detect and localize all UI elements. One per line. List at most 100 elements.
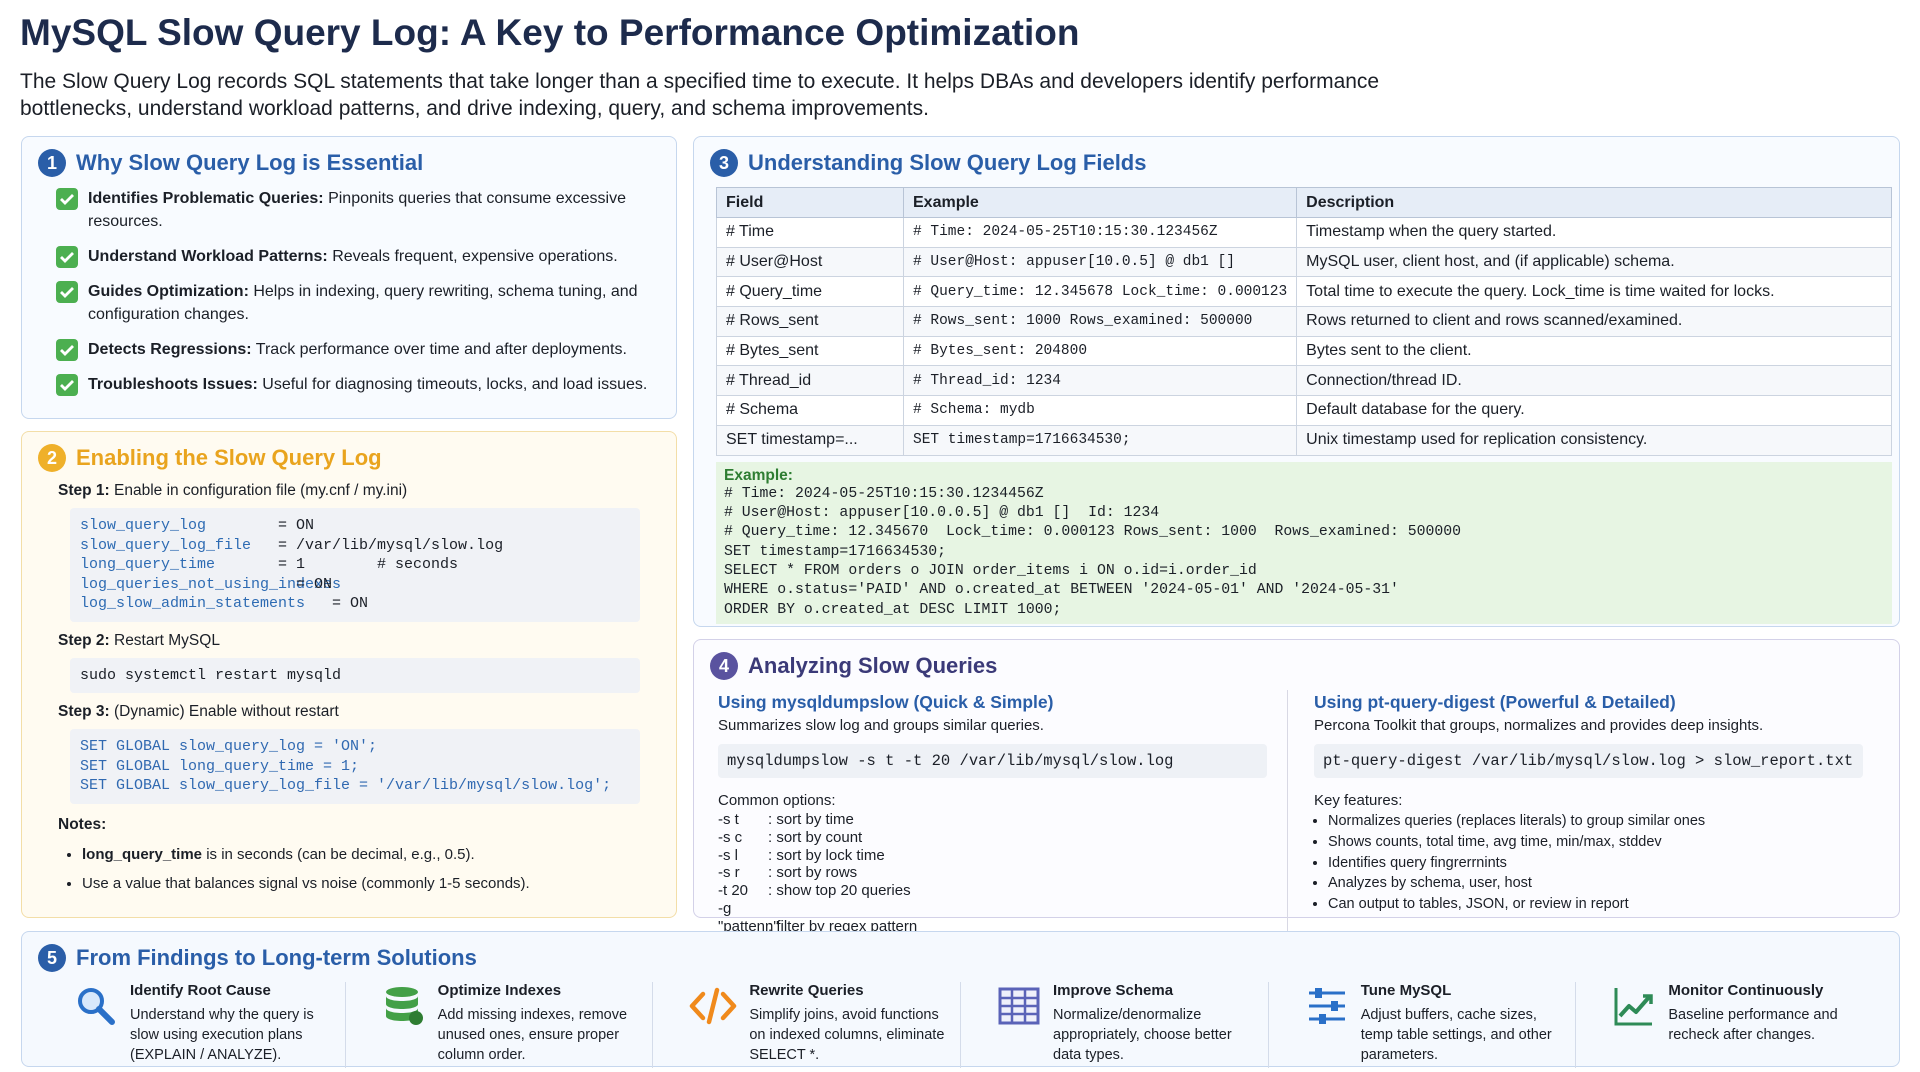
notes-title: Notes:: [58, 815, 107, 833]
config-key: slow_query_log_file: [80, 536, 252, 554]
card-title: Identify Root Cause: [130, 982, 271, 999]
card-title: Rewrite Queries: [749, 982, 864, 999]
column-header: Description: [1296, 187, 1892, 218]
panel-analyze: 4 Analyzing Slow Queries Using mysqldumpsl…: [693, 639, 1900, 936]
step-text: Enable in configuration file (my.cnf / m…: [109, 482, 408, 499]
text: Useful for diagnosing timeouts, locks, a…: [257, 376, 648, 393]
table-cell: Rows returned to client and rows scanned…: [1296, 306, 1892, 337]
icon-table: [998, 987, 1040, 1025]
section-number: 1: [38, 149, 66, 177]
feature: Identifies query fingrerrnints: [1328, 853, 1873, 874]
column: Using mysqldumpslow (Quick & Simple) Summ…: [710, 690, 1287, 936]
example-label: Example:: [724, 466, 793, 484]
step-label: Step 1:: [58, 482, 110, 499]
table-cell: # Time: 2024-05-25T10:15:30.123456Z: [902, 217, 1298, 248]
table-cell: # Thread_id: [716, 365, 904, 397]
section-number: 3: [710, 149, 738, 177]
section-title: Analyzing Slow Queries: [748, 653, 998, 678]
option: -g "pattenn": filter by regex pattern: [718, 900, 1277, 936]
icon-sliders: [1308, 988, 1345, 1024]
table-cell: # Schema: mydb: [902, 395, 1298, 426]
table-row: # Bytes_sent # Bytes_sent: 204800 Bytes se…: [716, 335, 1892, 367]
example-line: WHERE o.status='PAID' AND o.created_at B…: [724, 582, 1399, 599]
card-text: Understand why the query is slow using e…: [130, 1007, 314, 1063]
card-title: Optimize Indexes: [437, 982, 562, 999]
section-title: Enabling the Slow Query Log: [76, 445, 382, 470]
option-flag: -s l: [718, 846, 738, 864]
code-line: log_queries_not_using_indexes = ON: [80, 575, 630, 595]
table-row: # Schema # Schema: mydb Default database f…: [716, 395, 1892, 426]
bold-text: Understand Workload Patterns:: [88, 248, 328, 265]
column-title: Using mysqldumpslow (Quick & Simple): [718, 692, 1054, 712]
panel-header: 3 Understanding Slow Query Log Fields: [710, 145, 1883, 181]
check-item: Troubleshoots Issues: Useful for diagnos…: [56, 373, 660, 396]
step-label: Step 3:: [58, 703, 110, 720]
check: [60, 287, 74, 298]
check-item: Detects Regressions: Track performance o…: [56, 338, 660, 361]
column-title: Using pt-query-digest (Powerful & Detail…: [1314, 692, 1676, 712]
code-line: slow_query_log_file = /var/lib/mysql/slow…: [80, 536, 630, 556]
section-number: 5: [38, 944, 66, 972]
cards: Identify Root Cause Understand why the qu…: [38, 982, 1883, 1068]
card-text: Normalize/denormalize appropriately, cho…: [1053, 1007, 1232, 1063]
example-line: # Time: 2024-05-25T10:15:30.1234456Z: [724, 485, 1044, 502]
title: MySQL Slow Query Log: A Key to Performan…: [20, 12, 1080, 53]
config-key: log_slow_admin_statements: [80, 595, 306, 612]
text: Helps in indexing, query rewriting, sche…: [88, 283, 638, 323]
step-text: (Dynamic) Enable without restart: [109, 703, 339, 720]
card: Improve Schema Normalize/denormalize appr…: [960, 982, 1268, 1068]
table-row: # Rows_sent # Rows_sent: 1000 Rows_examin…: [716, 306, 1892, 337]
option-text: : filter by regex pattern: [768, 917, 918, 935]
table-cell: # User@Host: [716, 246, 904, 278]
item-text: Troubleshoots Issues: Useful for diagnos…: [88, 373, 647, 396]
section-number: 2: [38, 444, 66, 472]
code-line: log_slow_admin_statements = ON: [80, 594, 630, 614]
column-header: Field: [716, 187, 904, 218]
option-flag: -s c: [718, 828, 743, 846]
card-text: Simplify joins, avoid functions on index…: [749, 1007, 945, 1063]
table-row: # Time # Time: 2024-05-25T10:15:30.123456…: [716, 217, 1892, 248]
table-cell: MySQL user, client host, and (if applica…: [1296, 246, 1892, 278]
check: [60, 252, 74, 263]
check: [60, 380, 74, 391]
text: Use a value that balances signal vs nois…: [82, 874, 530, 892]
icon-chart: [1614, 988, 1654, 1026]
code-block: SET GLOBAL slow_query_log = 'ON'; SET GLO…: [70, 729, 640, 804]
bold-text: Guides Optimization:: [88, 283, 249, 300]
panel-header: 4 Analyzing Slow Queries: [710, 648, 1883, 684]
option-text: : sort by count: [768, 828, 863, 846]
table-row: # Thread_id # Thread_id: 1234 Connection/t…: [716, 365, 1892, 397]
panel-header: 1 Why Slow Query Log is Essential: [38, 145, 660, 181]
fields-table: Field Example Description # Time # Time: 202…: [716, 187, 1892, 456]
table-cell: # Query_time: [716, 276, 904, 308]
panel-header: 2 Enabling the Slow Query Log: [38, 440, 660, 476]
column-desc: Percona Toolkit that groups, normalizes …: [1314, 717, 1764, 734]
feature: Can output to tables, JSON, or review in…: [1328, 894, 1873, 915]
item-text: Guides Optimization: Helps in indexing, …: [88, 280, 660, 326]
table-cell: # Thread_id: 1234: [902, 365, 1298, 397]
section-number: 4: [710, 652, 738, 680]
card-title: Tune MySQL: [1360, 982, 1452, 999]
text: Reveals frequent, expensive operations.: [327, 248, 618, 265]
table-cell: Timestamp when the query started.: [1296, 217, 1892, 248]
table-cell: Default database for the query.: [1296, 395, 1892, 426]
icon-search: [78, 988, 115, 1025]
list-title: Common options:: [718, 792, 836, 809]
config-key: log_queries_not_using_indexes: [80, 575, 342, 593]
panel-header: 5 From Findings to Long-term Solutions: [38, 940, 1883, 976]
option-text: : show top 20 queries: [768, 882, 911, 900]
note: Use a value that balances signal vs nois…: [82, 869, 660, 898]
code-line: SET GLOBAL slow_query_log = 'ON';: [80, 738, 378, 755]
table-row: # Query_time # Query_time: 12.345678 Lock…: [716, 276, 1892, 308]
option: -s c : sort by count: [718, 829, 1277, 847]
card: Rewrite Queries Simplify joins, avoid fun…: [652, 982, 960, 1068]
table-cell: SET timestamp=...: [716, 424, 904, 456]
check: [60, 194, 74, 205]
table-cell: Total time to execute the query. Lock_ti…: [1296, 276, 1892, 308]
card: Tune MySQL Adjust buffers, cache sizes, t…: [1267, 982, 1576, 1068]
option-flag: -t 20: [718, 882, 749, 900]
column: Using pt-query-digest (Powerful & Detail…: [1287, 690, 1883, 936]
feature: Analyzes by schema, user, host: [1328, 873, 1873, 894]
feature: Shows counts, total time, avg time, min/…: [1328, 832, 1873, 853]
